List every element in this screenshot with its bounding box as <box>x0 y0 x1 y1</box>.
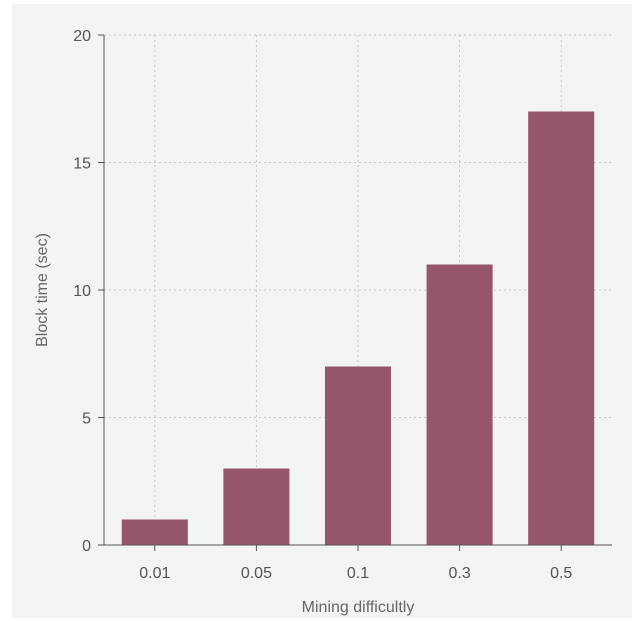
bar-0-01 <box>121 519 188 545</box>
y-tick-label: 20 <box>73 28 91 45</box>
y-tick-label: 0 <box>82 538 91 555</box>
y-axis-title: Block time (sec) <box>34 233 51 347</box>
x-tick-label: 0.05 <box>241 565 272 582</box>
bar-0-5 <box>528 111 595 545</box>
x-tick-label: 0.01 <box>139 565 170 582</box>
x-tick-label: 0.3 <box>448 565 470 582</box>
y-tick-label: 15 <box>73 156 91 173</box>
bars-layer <box>121 111 595 545</box>
bar-0-1 <box>324 366 392 545</box>
bar-0-3 <box>426 264 493 545</box>
x-axis-title: Mining difficultly <box>302 599 415 616</box>
x-tick-label: 0.1 <box>347 565 369 582</box>
bar-0-05 <box>223 468 290 545</box>
y-tick-label: 5 <box>82 411 91 428</box>
ticks-layer: 0 5 10 15 20 0.01 0.05 0.1 0.3 0.5 <box>73 28 572 582</box>
x-tick-label: 0.5 <box>550 565 572 582</box>
y-tick-label: 10 <box>73 283 91 300</box>
